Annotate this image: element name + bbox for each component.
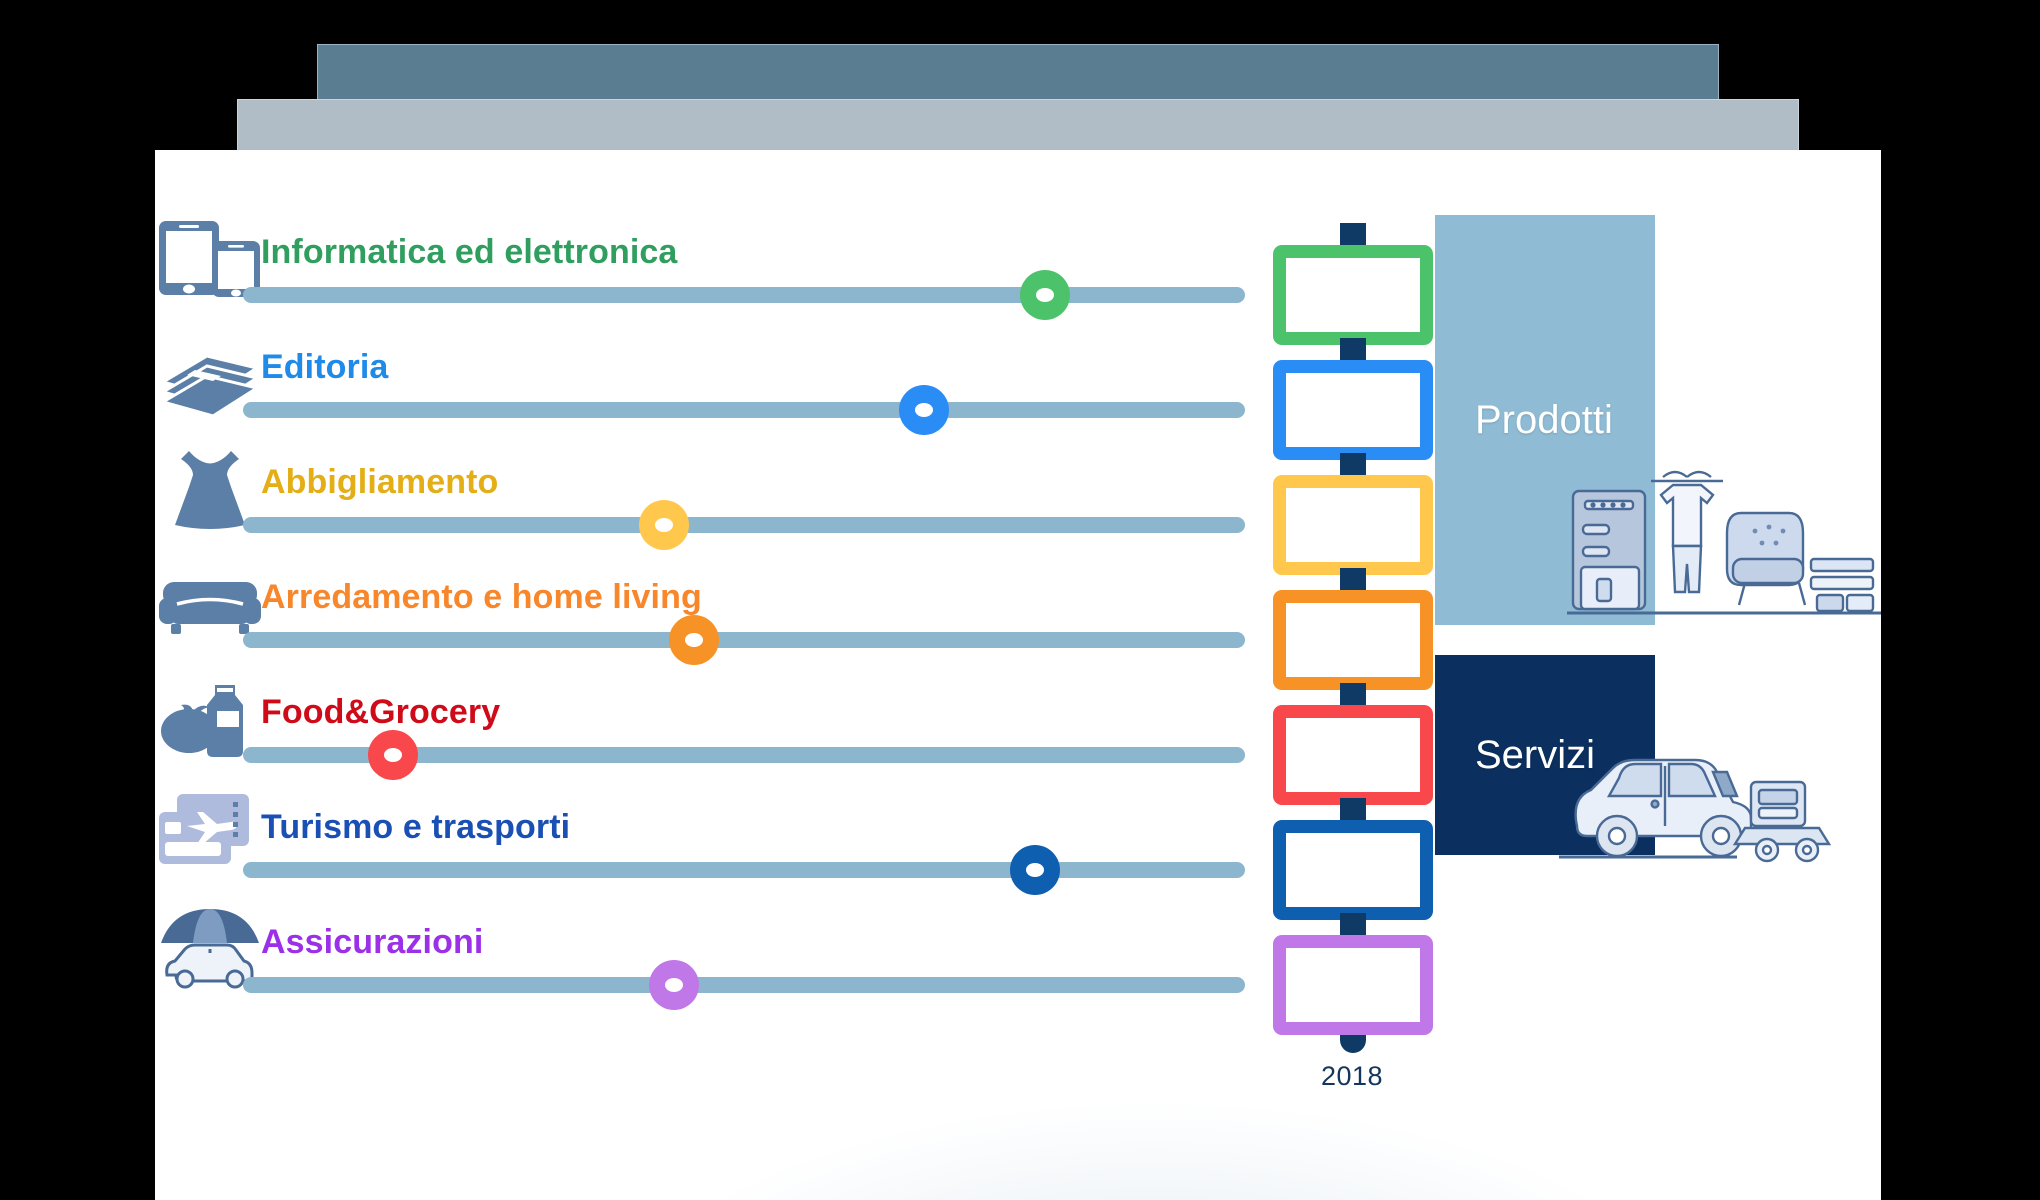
car-umbrella-icon	[155, 905, 265, 991]
sector-label: Editoria	[261, 348, 389, 386]
panel-servizi-label: Servizi	[1475, 732, 1596, 777]
chain-box[interactable]	[1273, 820, 1433, 920]
sector-track[interactable]	[243, 977, 1245, 993]
sector-track[interactable]	[243, 287, 1245, 303]
chain-box[interactable]	[1273, 590, 1433, 690]
sofa-icon	[155, 560, 265, 646]
sector-marker-dot[interactable]	[638, 500, 689, 550]
car-service-illustration	[1555, 720, 1855, 870]
home-appliances-furniture-illustration	[1555, 455, 1881, 630]
sector-marker-dot[interactable]	[899, 385, 950, 435]
sector-label: Informatica ed elettronica	[261, 233, 678, 271]
chain-box[interactable]	[1273, 475, 1433, 575]
sector-row: Food&Grocery	[155, 675, 1355, 795]
dress-icon	[155, 445, 265, 531]
chain-box[interactable]	[1273, 360, 1433, 460]
year-label: 2018	[1321, 1061, 1384, 1091]
flight-ticket-icon	[155, 790, 265, 876]
sector-row: Editoria	[155, 330, 1355, 450]
sector-marker-dot[interactable]	[1009, 845, 1060, 895]
sector-row: Turismo e trasporti	[155, 790, 1355, 910]
books-icon	[155, 330, 265, 416]
sector-label: Assicurazioni	[261, 923, 484, 961]
sector-marker-dot[interactable]	[1019, 270, 1070, 320]
chain-box[interactable]	[1273, 245, 1433, 345]
chain-end-cap	[1340, 1035, 1366, 1053]
sector-label: Arredamento e home living	[261, 578, 702, 616]
sector-marker-dot[interactable]	[368, 730, 419, 780]
sector-label: Abbigliamento	[261, 463, 499, 501]
sector-track[interactable]	[243, 632, 1245, 648]
sector-label: Food&Grocery	[261, 693, 501, 731]
sector-label: Turismo e trasporti	[261, 808, 571, 846]
sector-track[interactable]	[243, 862, 1245, 878]
chain-box[interactable]	[1273, 935, 1433, 1035]
tablet-phone-icon	[155, 215, 265, 301]
sector-track[interactable]	[243, 402, 1245, 418]
sector-row: Abbigliamento	[155, 445, 1355, 565]
sector-row: Assicurazioni	[155, 905, 1355, 1025]
panel-prodotti-label: Prodotti	[1475, 397, 1613, 442]
sector-marker-dot[interactable]	[648, 960, 699, 1010]
sector-track[interactable]	[243, 517, 1245, 533]
sector-track[interactable]	[243, 747, 1245, 763]
sector-row: Informatica ed elettronica	[155, 215, 1355, 335]
sector-marker-dot[interactable]	[668, 615, 719, 665]
sector-row: Arredamento e home living	[155, 560, 1355, 680]
slide-canvas: Informatica ed elettronica Editoria Abbi…	[155, 150, 1881, 1200]
chain-box[interactable]	[1273, 705, 1433, 805]
groceries-icon	[155, 675, 265, 761]
